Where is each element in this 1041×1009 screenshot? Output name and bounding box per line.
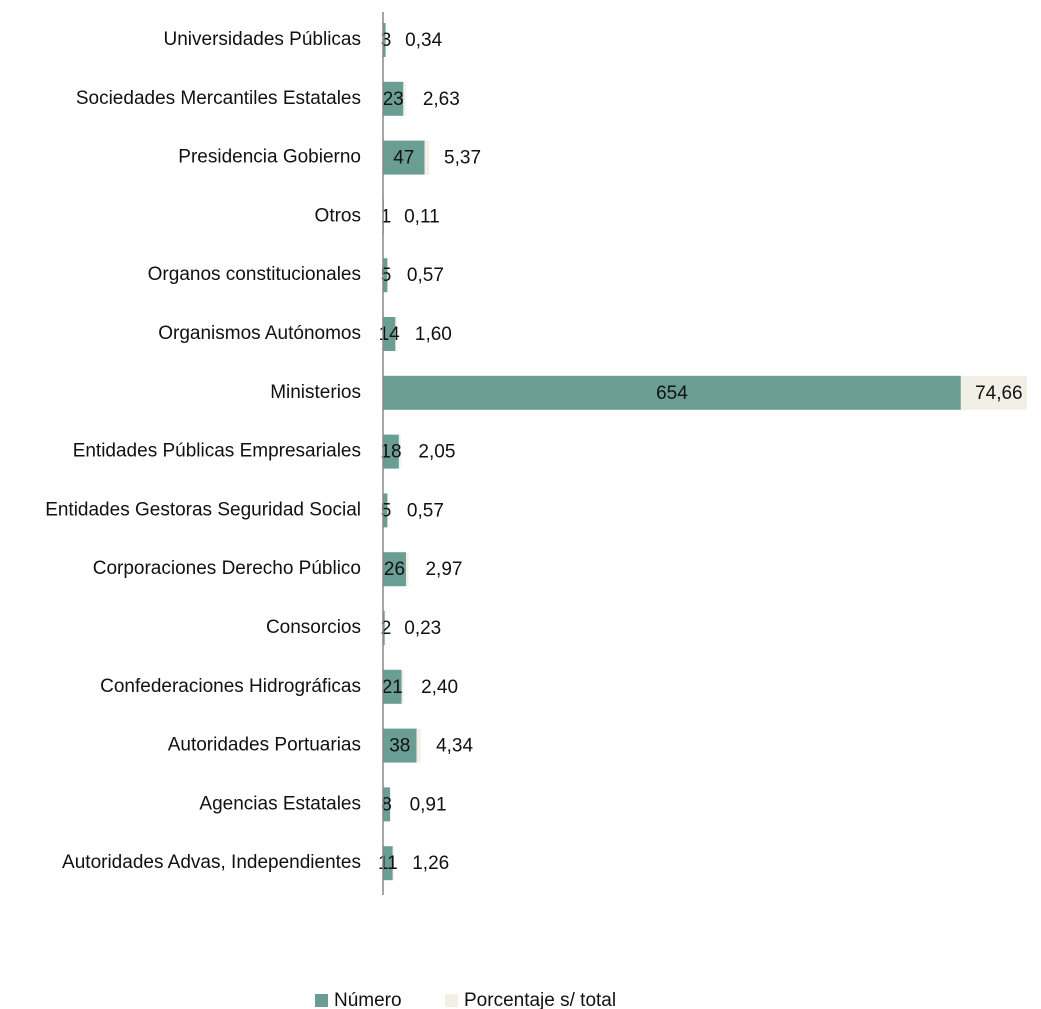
bar-numero bbox=[383, 846, 393, 881]
category-label: Entidades Públicas Empresariales bbox=[73, 441, 361, 462]
value-label: 0,91 bbox=[410, 794, 447, 815]
bar-numero bbox=[383, 611, 385, 645]
bar-numero bbox=[383, 552, 406, 587]
value-label: 8 bbox=[381, 794, 392, 815]
bar-numero bbox=[383, 81, 404, 116]
bar-numero bbox=[383, 493, 388, 528]
bar-porcentaje bbox=[398, 434, 401, 469]
value-label: 5,37 bbox=[444, 148, 481, 169]
value-label: 47 bbox=[393, 148, 414, 169]
bar-numero bbox=[383, 434, 399, 469]
value-label: 26 bbox=[384, 559, 405, 580]
value-label: 1,26 bbox=[412, 853, 449, 874]
value-label: 2,05 bbox=[418, 442, 455, 463]
bar-porcentaje bbox=[395, 317, 397, 351]
bar-porcentaje bbox=[401, 669, 404, 704]
value-label: 0,57 bbox=[407, 265, 444, 286]
category-label: Confederaciones Hidrográficas bbox=[100, 676, 361, 697]
value-label: 2 bbox=[381, 618, 392, 639]
category-label: Autoridades Portuarias bbox=[168, 735, 361, 756]
bar-porcentaje bbox=[387, 258, 388, 293]
value-label: 0,57 bbox=[407, 500, 444, 521]
value-label: 14 bbox=[379, 324, 401, 345]
bar-numero bbox=[383, 258, 388, 293]
bar-numero bbox=[383, 23, 386, 57]
value-label: 0,34 bbox=[405, 30, 442, 51]
bar-numero bbox=[383, 317, 396, 351]
category-label: Consorcios bbox=[266, 617, 361, 638]
category-label: Organos constitucionales bbox=[148, 264, 361, 285]
value-label: 4,34 bbox=[436, 736, 473, 757]
category-label: Ministerios bbox=[270, 382, 361, 403]
value-label: 0,11 bbox=[404, 206, 440, 227]
bar-porcentaje bbox=[405, 552, 409, 587]
bar-porcentaje bbox=[424, 140, 430, 175]
category-label: Sociedades Mercantiles Estatales bbox=[76, 88, 361, 109]
category-label: Organismos Autónomos bbox=[158, 323, 361, 344]
legend-label: Número bbox=[334, 990, 402, 1009]
bar-porcentaje bbox=[387, 493, 388, 528]
category-label: Universidades Públicas bbox=[164, 29, 362, 50]
legend-label: Porcentaje s/ total bbox=[464, 990, 616, 1009]
value-label: 38 bbox=[389, 736, 410, 757]
category-label: Presidencia Gobierno bbox=[178, 147, 361, 168]
bar-porcentaje bbox=[390, 787, 391, 822]
value-label: 0,23 bbox=[404, 618, 441, 639]
value-label: 5 bbox=[381, 265, 392, 286]
value-label: 1 bbox=[381, 206, 392, 227]
bar-porcentaje bbox=[960, 375, 1027, 410]
value-label: 11 bbox=[378, 853, 398, 874]
value-label: 74,66 bbox=[975, 383, 1023, 404]
category-label: Entidades Gestoras Seguridad Social bbox=[45, 499, 361, 520]
value-label: 654 bbox=[656, 383, 688, 404]
bar-porcentaje bbox=[403, 81, 406, 116]
value-label: 2,40 bbox=[421, 677, 458, 698]
legend-swatch bbox=[445, 994, 458, 1007]
value-label: 3 bbox=[381, 30, 392, 51]
value-label: 21 bbox=[382, 677, 403, 698]
bar-numero bbox=[383, 140, 425, 175]
bar-porcentaje bbox=[416, 728, 421, 763]
value-label: 2,63 bbox=[423, 89, 460, 110]
bar-numero bbox=[383, 375, 961, 410]
category-label: Otros bbox=[315, 205, 361, 226]
value-label: 1,60 bbox=[415, 324, 452, 345]
bar-porcentaje bbox=[392, 846, 394, 881]
legend-swatch bbox=[315, 994, 328, 1007]
category-label: Agencias Estatales bbox=[199, 793, 361, 814]
value-label: 5 bbox=[381, 500, 392, 521]
category-label: Autoridades Advas, Independientes bbox=[62, 852, 361, 873]
value-label: 23 bbox=[383, 89, 404, 110]
bar-numero bbox=[383, 787, 391, 822]
category-label: Corporaciones Derecho Público bbox=[93, 558, 361, 579]
value-label: 2,97 bbox=[425, 559, 462, 580]
value-label: 18 bbox=[380, 442, 401, 463]
bar-numero bbox=[383, 669, 402, 704]
bar-numero bbox=[383, 728, 417, 763]
